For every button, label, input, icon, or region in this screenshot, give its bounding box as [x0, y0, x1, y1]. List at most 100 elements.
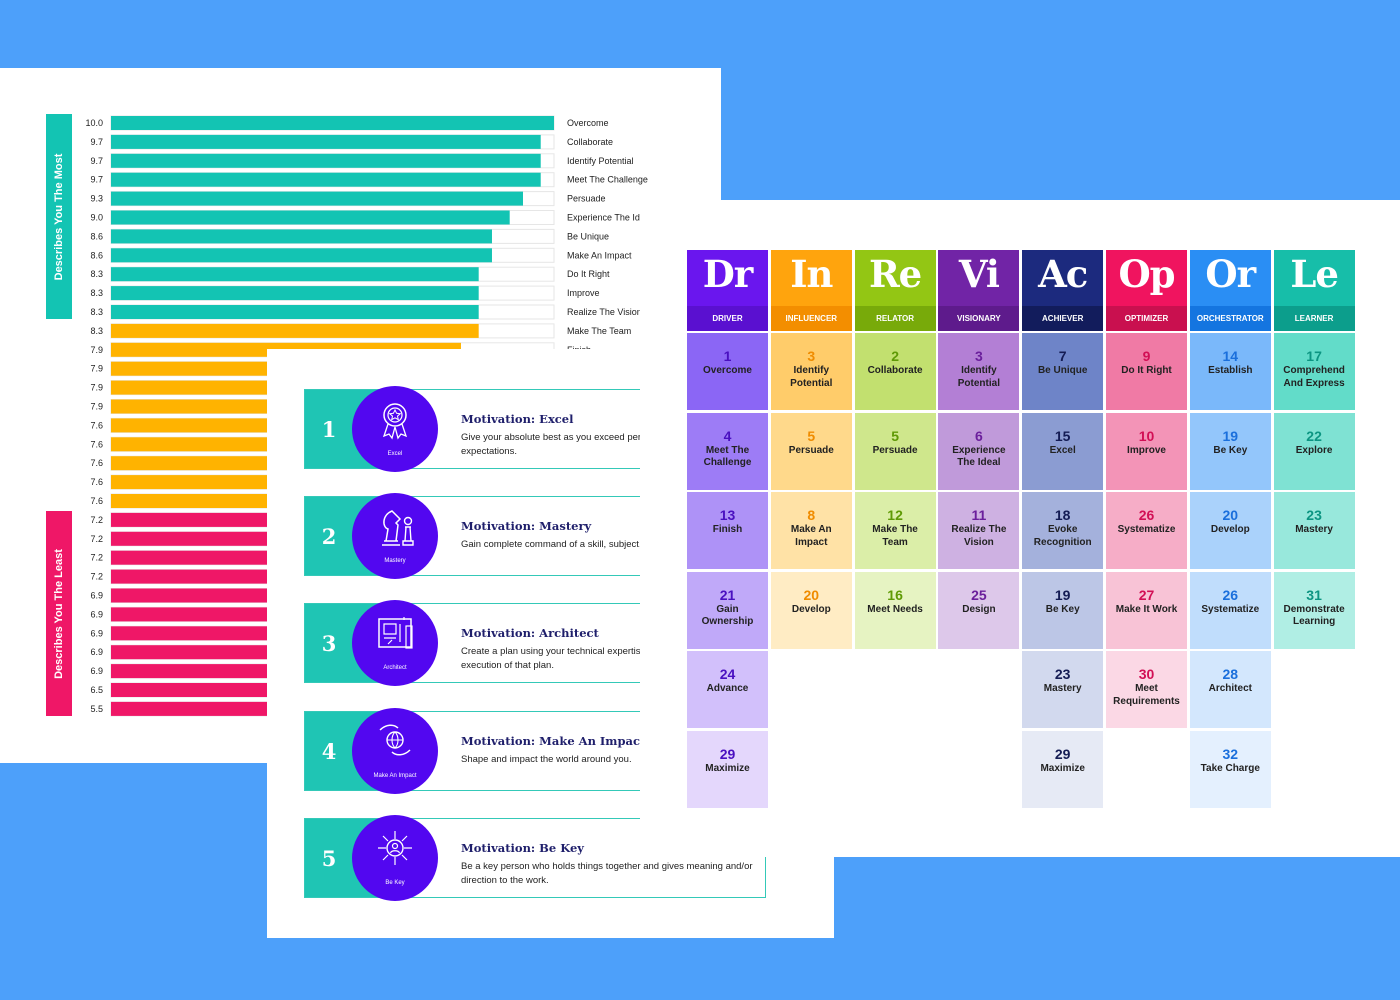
motivator-table-page: Dr DRIVER 1 Overcome 4 Meet The Challenge 13 Fi…: [640, 200, 1400, 857]
column-header: Op OPTIMIZER: [1106, 250, 1187, 331]
bar-value-label: 9.7: [90, 156, 103, 166]
column-symbol: Re: [868, 252, 922, 296]
cell-rank: 5: [891, 427, 899, 444]
motivation-card: 1 Excel Motivation: Excel Give your absolut…: [304, 386, 766, 472]
bar-value-label: 8.6: [90, 231, 103, 241]
motivation-description: Give your absolute best as you exceed pe…: [461, 432, 737, 457]
motivator-cell: 19 Be Key: [1022, 571, 1104, 649]
column-name: DRIVER: [687, 306, 768, 331]
motivation-description: Gain complete command of a skill, subjec…: [461, 539, 692, 550]
column-name: ACHIEVER: [1022, 306, 1104, 331]
bar-value-label: 7.2: [90, 572, 103, 582]
bar: [111, 323, 479, 338]
bar-value-label: 7.6: [90, 458, 103, 468]
cell-label: Realize The Vision: [951, 524, 1007, 548]
motivation-number: 1: [305, 390, 353, 468]
bar-category-label: Identify Potential: [567, 156, 634, 166]
cell-label: Mastery: [1295, 524, 1333, 536]
motivator-cell: 17 Comprehend And Express: [1273, 333, 1355, 410]
motivation-number: 2: [305, 497, 353, 575]
blueprint-icon: [378, 617, 413, 649]
cell-rank: 11: [971, 507, 987, 524]
motivation-title: Motivation: Excel: [461, 412, 574, 426]
bar-value-label: 5.5: [90, 704, 103, 714]
cell-label: Develop: [791, 603, 831, 615]
cell-rank: 15: [1054, 427, 1071, 444]
motivator-cell: 20 Develop: [770, 571, 852, 649]
column-name: INFLUENCER: [770, 306, 852, 331]
bar-value-label: 8.3: [90, 288, 103, 298]
bar-value-label: 6.9: [90, 666, 103, 676]
cell-label: Systematize: [1201, 603, 1260, 615]
motivation-card: 5 Be Key Motivation: Be Key Be a key person…: [304, 815, 766, 901]
bar: [111, 286, 479, 301]
motivation-number: 4: [305, 712, 353, 790]
bar-category-label: Overcome: [567, 118, 609, 128]
badge-caption: Make An Impact: [373, 773, 417, 779]
motivation-number: 5: [305, 819, 353, 897]
cell-label: Develop: [1210, 524, 1250, 536]
badge-caption: Mastery: [384, 558, 406, 564]
motivator-cell: 22 Explore: [1273, 412, 1355, 490]
bar-category-label: Experience The Ideal: [567, 213, 652, 223]
bar-value-label: 7.2: [90, 553, 103, 563]
motivation-title: Motivation: Architect: [461, 626, 599, 640]
bar-value-label: 7.9: [90, 364, 103, 374]
motivation-description: Create a plan using your technical exper…: [461, 646, 774, 671]
cell-label: Advance: [706, 683, 749, 695]
bar-value-label: 7.6: [90, 439, 103, 449]
cell-label: Be Unique: [1037, 365, 1088, 376]
bar: [111, 248, 492, 263]
cell-rank: 21: [719, 586, 736, 603]
motivator-cell: 26 Systematize: [1106, 492, 1187, 570]
cell-rank: 17: [1306, 348, 1322, 364]
cell-rank: 27: [1138, 586, 1155, 603]
cell-rank: 29: [1054, 746, 1071, 762]
column-name: ORCHESTRATOR: [1189, 306, 1271, 331]
motivator-cell: 23 Mastery: [1022, 651, 1104, 729]
motivation-badge: Mastery: [352, 493, 438, 579]
ribbon-award-icon: [382, 403, 408, 440]
bar-category-label: Make An Impact: [567, 250, 632, 260]
motivator-cell: 32 Take Charge: [1189, 731, 1271, 808]
motivator-cell: 13 Finish: [687, 492, 768, 570]
cell-label: Explore: [1295, 444, 1333, 456]
badge-caption: Be Key: [385, 880, 405, 886]
column-header: Dr DRIVER: [687, 250, 768, 331]
bar-category-label: Be Unique: [567, 231, 609, 241]
motivator-cell: 15 Excel: [1022, 412, 1104, 490]
cell-rank: 24: [719, 666, 736, 683]
bar-category-label: Realize The Vision: [567, 307, 642, 317]
motivator-cell: 21 Gain Ownership: [687, 571, 768, 649]
cell-label: Establish: [1208, 365, 1253, 376]
cell-rank: 18: [1054, 507, 1071, 524]
motivator-cell: 29 Maximize: [1022, 731, 1104, 808]
cell-label: Identify Potential: [957, 365, 1000, 389]
motivator-cell: 24 Advance: [687, 651, 768, 729]
bar-value-label: 6.9: [90, 609, 103, 619]
column-header: Vi VISIONARY: [938, 250, 1020, 331]
bar-value-label: 7.9: [90, 345, 103, 355]
bar-value-label: 6.5: [90, 685, 103, 695]
cell-label: Finish: [712, 524, 743, 536]
column-name: OPTIMIZER: [1106, 306, 1187, 331]
cell-label: Design: [962, 603, 996, 615]
badge-caption: Excel: [387, 451, 403, 457]
motivation-badge: Be Key: [352, 815, 438, 901]
motivator-cell: 25 Design: [938, 571, 1020, 649]
cell-label: Mastery: [1043, 683, 1082, 695]
column-name: RELATOR: [854, 306, 936, 331]
cell-label: Improve: [1127, 444, 1166, 456]
column-header: Le LEARNER: [1273, 250, 1355, 331]
motivator-cell: 9 Do It Right: [1106, 333, 1187, 410]
group-label-most: Describes You The Most: [46, 114, 72, 319]
motivator-cell: 26 Systematize: [1189, 571, 1271, 649]
motivator-cell: 18 Evoke Recognition: [1022, 492, 1104, 570]
bar-value-label: 7.9: [90, 383, 103, 393]
bar-value-label: 7.6: [90, 496, 103, 506]
cell-label: Demonstrate Learning: [1283, 603, 1345, 628]
cell-rank: 20: [1222, 507, 1239, 524]
column-symbol: Vi: [958, 252, 1000, 296]
motivator-cell: 31 Demonstrate Learning: [1273, 571, 1355, 649]
motivator-cell: 1 Overcome: [687, 333, 768, 410]
